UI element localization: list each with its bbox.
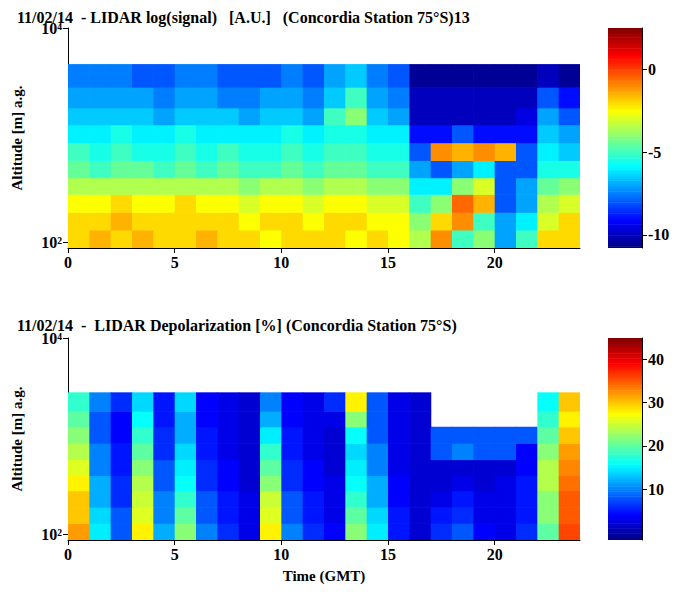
svg-text:-10: -10	[648, 226, 669, 243]
svg-text:-5: -5	[648, 144, 661, 161]
svg-text:11/02/14 - LIDAR log(signal): 11/02/14 - LIDAR log(signal) [A.U.] (Con…	[17, 9, 470, 27]
svg-text:11/02/14 - LIDAR Depolarizat: 11/02/14 - LIDAR Depolarization [%] (Con…	[17, 317, 457, 335]
svg-text:10: 10	[648, 481, 664, 498]
svg-text:Altitude [m] a.g.: Altitude [m] a.g.	[9, 386, 25, 491]
svg-text:5: 5	[171, 254, 179, 271]
svg-text:0: 0	[64, 546, 72, 563]
svg-text:40: 40	[648, 351, 664, 368]
svg-text:15: 15	[380, 254, 396, 271]
svg-text:20: 20	[487, 546, 503, 563]
svg-text:20: 20	[648, 437, 664, 454]
svg-text:10: 10	[273, 546, 289, 563]
svg-text:Time (GMT): Time (GMT)	[283, 568, 366, 585]
svg-text:10²: 10²	[41, 234, 62, 251]
svg-text:Altitude [m] a.g.: Altitude [m] a.g.	[9, 85, 25, 190]
svg-text:15: 15	[380, 546, 396, 563]
svg-text:10: 10	[273, 254, 289, 271]
svg-text:0: 0	[648, 61, 656, 78]
svg-text:10⁴: 10⁴	[41, 329, 62, 347]
svg-text:0: 0	[64, 254, 72, 271]
svg-text:30: 30	[648, 394, 664, 411]
svg-text:10⁴: 10⁴	[41, 19, 62, 37]
svg-text:20: 20	[487, 254, 503, 271]
svg-text:10²: 10²	[41, 526, 62, 543]
svg-text:5: 5	[171, 546, 179, 563]
